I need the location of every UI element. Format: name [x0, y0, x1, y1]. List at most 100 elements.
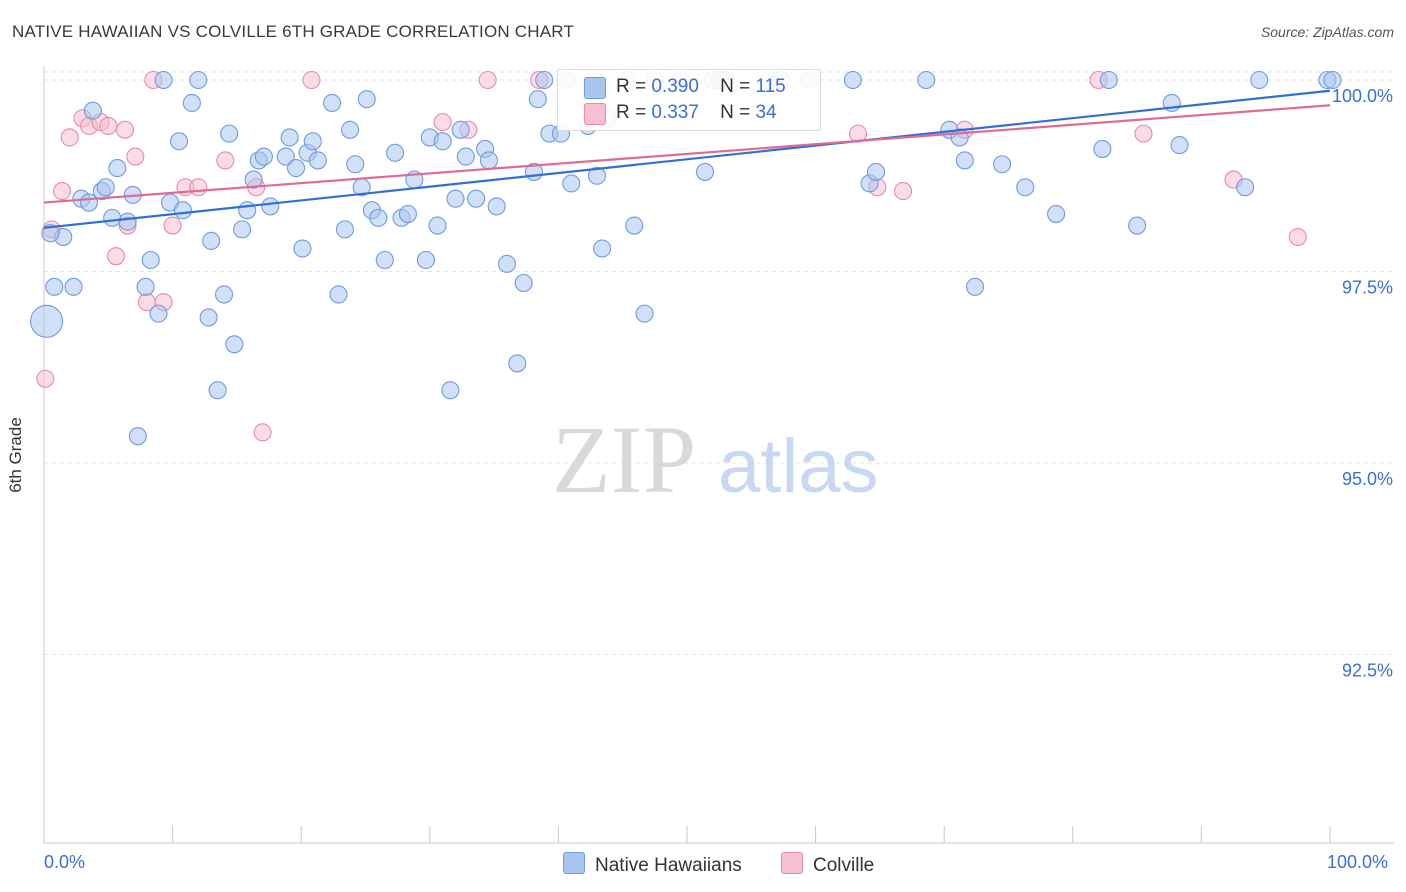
native-hawaiian-point — [214, 285, 234, 304]
native-hawaiian-point — [64, 277, 83, 296]
r-value: 0.390 — [651, 76, 699, 97]
native-hawaiian-point — [208, 381, 227, 400]
chart-title: NATIVE HAWAIIAN VS COLVILLE 6TH GRADE CO… — [12, 22, 575, 41]
y-tick-labels: 92.5% 95.0% 97.5% 100.0% — [1332, 86, 1393, 681]
native-hawaiian-point — [843, 70, 862, 90]
native-hawaiian-point — [108, 159, 127, 178]
colville-point — [1288, 227, 1307, 247]
native-hawaiian-point — [441, 381, 460, 400]
native-hawaiian-point — [514, 273, 533, 293]
legend-item-native-hawaiians[interactable]: Native Hawaiians — [563, 852, 742, 877]
colville-point — [126, 147, 145, 166]
legend-label: Native Hawaiians — [595, 855, 742, 876]
colville-point — [253, 423, 272, 442]
native-hawaiian-point — [293, 239, 312, 258]
native-hawaiian-point — [287, 159, 306, 178]
native-hawaiian-point — [254, 147, 273, 166]
colville-point — [1134, 124, 1153, 143]
native-hawaiian-point — [30, 304, 64, 338]
series-legend: Native Hawaiians Colville — [0, 852, 1406, 878]
native-hawaiian-point — [1047, 205, 1066, 224]
native-hawaiian-point — [1128, 216, 1147, 235]
native-hawaiian-point — [1099, 70, 1118, 90]
colville-point — [433, 113, 452, 132]
native-hawaiian-point — [593, 239, 612, 258]
native-hawaiian-point — [866, 162, 886, 181]
native-hawaiian-point — [128, 427, 147, 446]
colville-trend-line — [43, 104, 1331, 204]
colville-point — [893, 182, 913, 201]
native-hawaiian-point — [497, 254, 517, 273]
colville-point — [99, 116, 118, 136]
native-hawaiian-point — [238, 201, 257, 220]
native-hawaiian-point — [173, 201, 192, 220]
y-tick-label-3: 100.0% — [1332, 86, 1393, 106]
native-hawaiian-point — [103, 208, 122, 227]
y-tick-label-2: 97.5% — [1342, 278, 1393, 298]
native-hawaiian-point — [189, 70, 208, 90]
native-hawaiian-point — [308, 151, 327, 170]
legend-item-colville[interactable]: Colville — [781, 852, 874, 877]
native-hawaiian-point — [917, 70, 936, 90]
native-hawaiian-point — [303, 132, 322, 151]
native-hawaiian-point — [1016, 178, 1035, 197]
n-label: N = — [720, 102, 751, 123]
native-hawaiian-point — [955, 151, 974, 170]
native-hawaiian-point — [625, 216, 644, 235]
native-hawaiian-point — [562, 174, 581, 193]
native-hawaiian-point — [225, 335, 244, 354]
n-value: 115 — [755, 76, 786, 97]
native-hawaiian-point — [375, 250, 394, 270]
n-label: N = — [720, 76, 751, 97]
native-hawaiian-point — [535, 70, 554, 90]
native-hawaiian-point — [136, 277, 155, 296]
native-hawaiian-trend-line — [43, 89, 1331, 229]
watermark-zip: ZIP — [552, 406, 696, 513]
native-hawaiian-point — [220, 124, 239, 143]
r-label: R = — [616, 76, 647, 97]
native-hawaiian-point — [695, 162, 715, 181]
colville-point — [216, 151, 235, 170]
native-hawaiian-point — [635, 304, 654, 323]
native-hawaiian-point — [41, 224, 60, 243]
colville-point — [115, 120, 135, 139]
legend-label: Colville — [813, 855, 875, 876]
native-hawaiian-point — [1170, 136, 1189, 155]
axes — [43, 66, 1394, 844]
grid-lines — [44, 71, 1394, 655]
native-hawaiian-point — [83, 101, 102, 120]
native-hawaiian-point — [508, 354, 527, 373]
native-hawaiian-point — [244, 170, 263, 189]
x-tick-label-right: 100.0% — [1327, 852, 1389, 872]
native-hawaiian-point — [329, 285, 348, 304]
watermark-atlas: atlas — [718, 424, 879, 509]
native-hawaiian-point — [357, 90, 376, 109]
native-hawaiian-point — [479, 151, 499, 170]
native-hawaiian-point — [451, 120, 470, 139]
native-hawaiian-point — [232, 220, 252, 239]
native-hawaiian-point — [416, 250, 435, 270]
native-hawaiian-point — [341, 120, 360, 139]
native-hawaiian-point — [993, 155, 1012, 174]
legend-swatch-blue — [563, 852, 585, 874]
native-hawaiian-point — [276, 147, 295, 166]
y-tick-label-1: 95.0% — [1342, 469, 1393, 489]
colville-point — [163, 216, 182, 235]
native-hawaiian-point — [446, 189, 465, 208]
native-hawaiian-point — [587, 166, 607, 185]
trend-lines — [43, 89, 1331, 229]
native-hawaiian-point — [386, 143, 405, 162]
y-tick-label-0: 92.5% — [1342, 661, 1393, 681]
native-hawaiian-point — [966, 277, 985, 296]
native-hawaiian-point — [118, 212, 137, 231]
native-hawaiian-point — [149, 304, 168, 323]
r-value: 0.337 — [651, 102, 699, 123]
native-hawaiian-point — [335, 220, 354, 239]
colville-point — [60, 128, 79, 147]
native-hawaiian-point — [528, 90, 547, 109]
native-hawaiian-point — [96, 178, 115, 197]
native-hawaiian-point — [487, 197, 506, 216]
native-hawaiian-point — [1236, 178, 1255, 197]
native-hawaiian-point — [169, 132, 189, 151]
